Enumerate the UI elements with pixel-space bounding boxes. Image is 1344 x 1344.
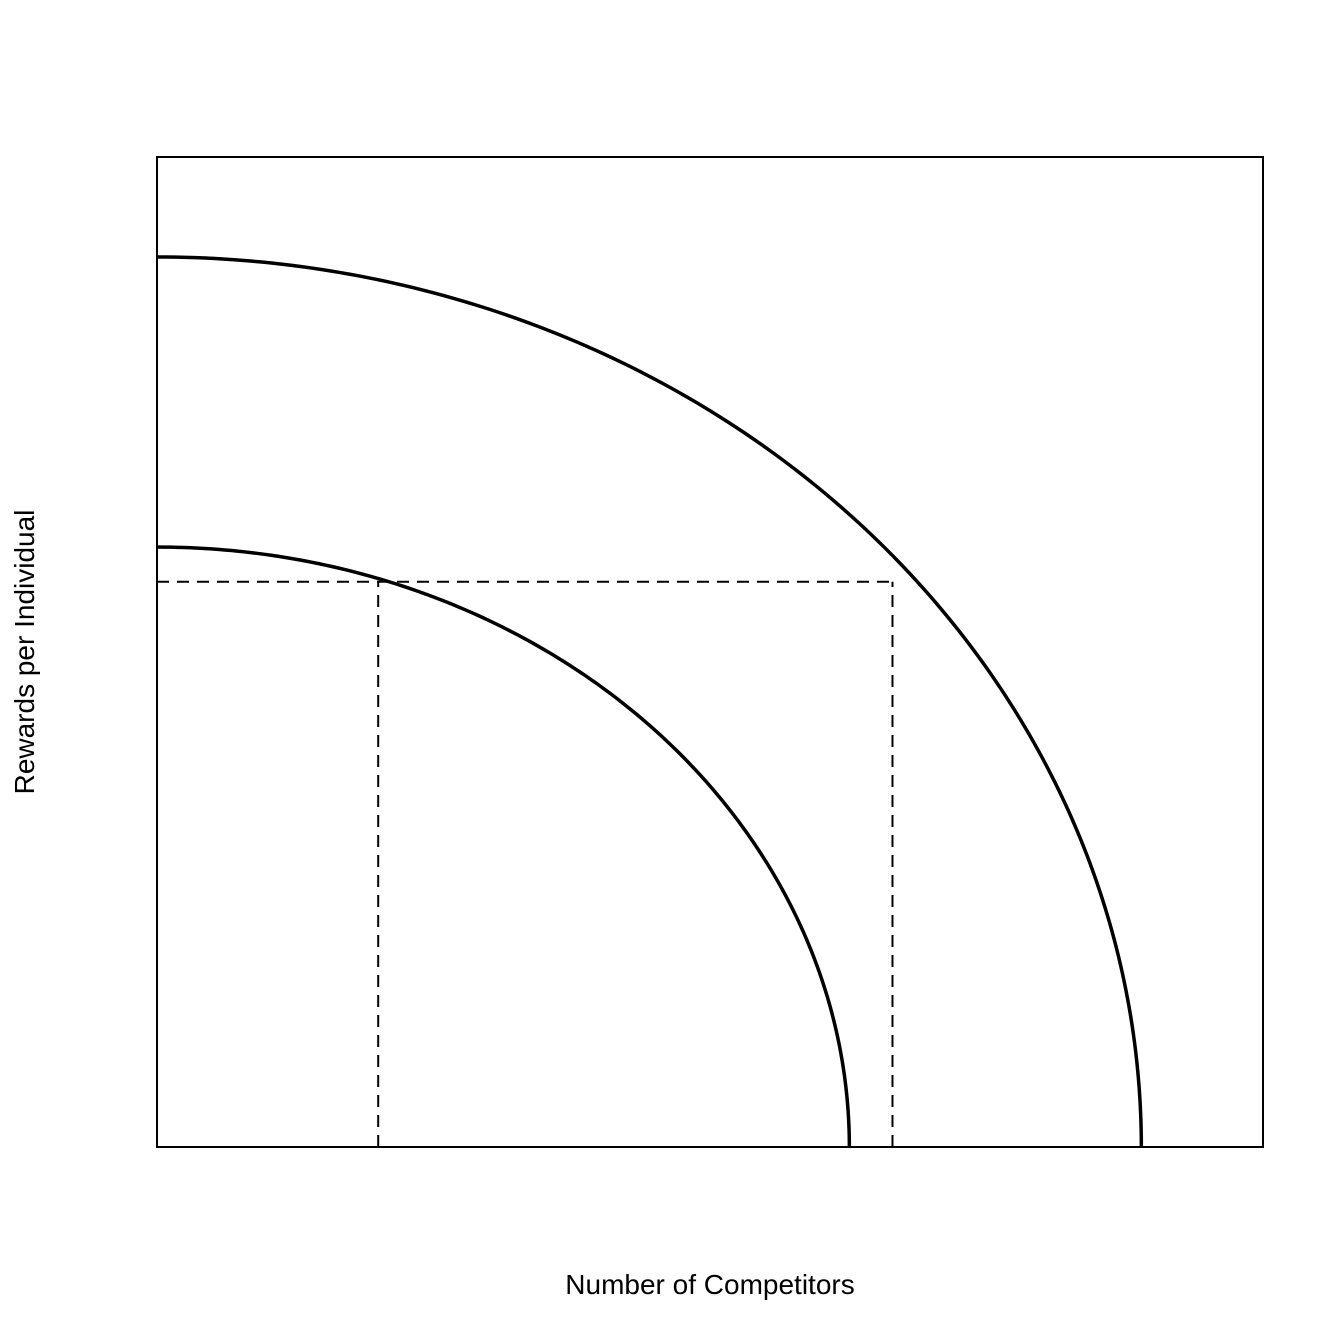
plot-frame [156,156,1264,1148]
series-curve-1 [156,545,852,1148]
plot-area [156,255,1144,1148]
series-curve-2 [156,255,1144,1148]
y-axis-label: Rewards per Individual [9,510,40,795]
x-axis-label: Number of Competitors [565,1269,854,1300]
